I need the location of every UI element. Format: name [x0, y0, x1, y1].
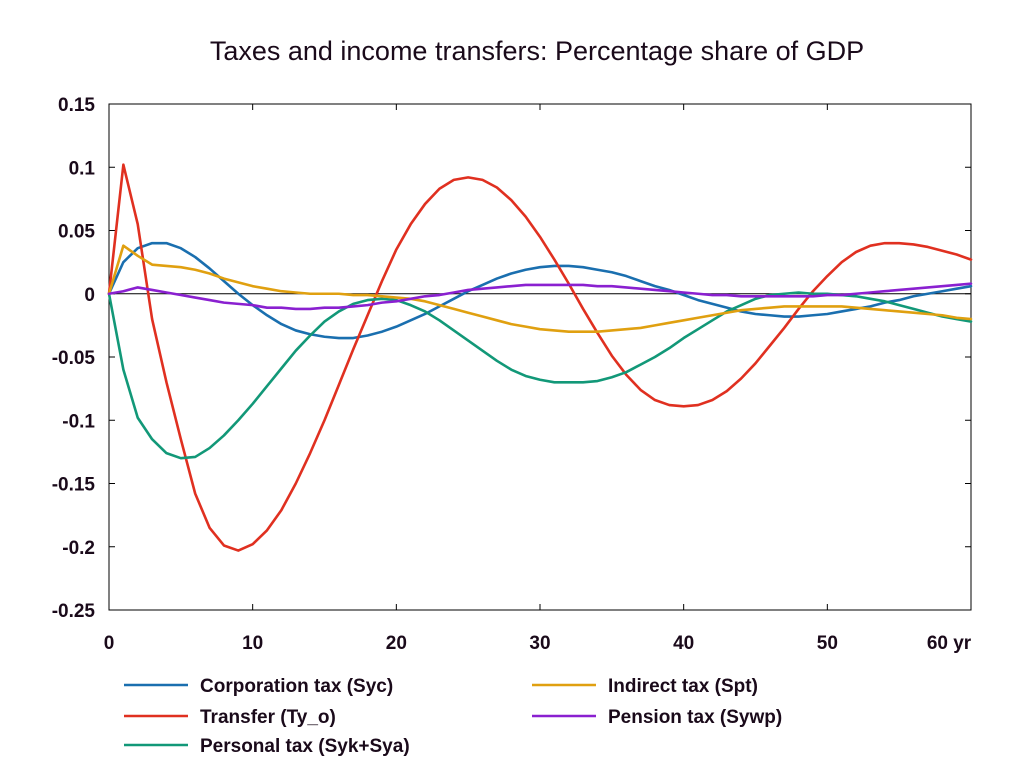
legend-label-2: Personal tax (Syk+Sya)	[200, 736, 410, 757]
series-line-2	[107, 291, 973, 460]
legend-label-4: Pension tax (Sywp)	[608, 707, 782, 728]
x-tick-label: 10	[242, 633, 263, 654]
axes: 0.15 0.1 0.05 0 -0.05 -0.1 -0.15 -0.2 -0.25 0 10 20…	[52, 95, 972, 654]
x-tick-label: 0	[104, 633, 115, 654]
series-line-1	[107, 163, 973, 552]
legend-label-1: Transfer (Ty_o)	[200, 707, 336, 728]
y-tick-label: 0.05	[58, 222, 95, 243]
legend-label-3: Indirect tax (Spt)	[608, 676, 758, 697]
y-tick-label: 0	[84, 285, 95, 306]
chart-title: Taxes and income transfers: Percentage s…	[210, 36, 864, 66]
x-tick-label: 40	[673, 633, 694, 654]
y-tick-label: -0.2	[62, 538, 95, 559]
series-line-4	[107, 282, 973, 311]
y-tick-label: -0.25	[52, 601, 96, 622]
legend-label-0: Corporation tax (Syc)	[200, 676, 393, 697]
x-tick-label: 60 yr	[927, 633, 972, 654]
y-tick-label: -0.05	[52, 348, 96, 369]
series-line-3	[107, 244, 973, 333]
x-tick-label: 30	[529, 633, 550, 654]
x-tick-label: 50	[817, 633, 838, 654]
y-tick-label: 0.15	[58, 95, 95, 116]
x-tick-label: 20	[386, 633, 407, 654]
series-lines	[107, 163, 973, 552]
plot-frame	[108, 103, 972, 611]
y-tick-label: -0.15	[52, 475, 96, 496]
y-tick-label: -0.1	[62, 411, 95, 432]
legend: Corporation tax (Syc) Transfer (Ty_o) Pers…	[124, 676, 782, 757]
series-line-0	[107, 241, 973, 340]
y-tick-label: 0.1	[69, 158, 96, 179]
